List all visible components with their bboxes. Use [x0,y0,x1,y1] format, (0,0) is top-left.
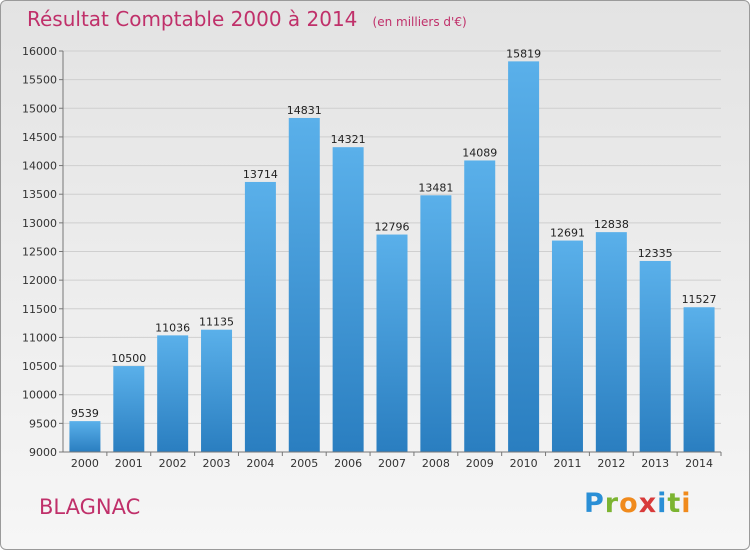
y-tick-label: 13000 [22,217,57,230]
data-label: 12796 [375,221,410,234]
bar [551,240,583,452]
chart-subtitle: (en milliers d'€) [372,15,467,29]
x-tick-label: 2004 [246,457,274,470]
x-tick-label: 2003 [203,457,231,470]
x-tick-label: 2000 [71,457,99,470]
y-tick-label: 12000 [22,274,57,287]
bar [69,421,101,452]
bar [376,234,408,452]
y-tick-label: 14500 [22,131,57,144]
chart-title-group: Résultat Comptable 2000 à 2014 (en milli… [27,7,467,31]
x-tick-label: 2006 [334,457,362,470]
data-label: 11527 [682,293,717,306]
y-tick-label: 11000 [22,331,57,344]
x-tick-label: 2002 [159,457,187,470]
logo-letter: P [584,488,605,519]
data-label: 14321 [331,133,366,146]
logo-letter: i [657,488,668,519]
bar [244,181,276,452]
data-label: 11036 [155,321,190,334]
logo-letter: t [667,488,682,519]
bar [113,366,145,452]
logo-letter: x [638,488,658,519]
y-tick-label: 16000 [22,45,57,58]
y-tick-label: 9000 [29,446,57,459]
y-tick-label: 10000 [22,389,57,402]
y-tick-label: 10500 [22,360,57,373]
chart-title: Résultat Comptable 2000 à 2014 [27,7,358,31]
x-tick-label: 2008 [422,457,450,470]
x-tick-label: 2005 [290,457,318,470]
data-label: 14089 [462,146,497,159]
logo-letter: i [681,488,692,519]
data-label: 13481 [418,181,453,194]
bar [639,260,671,452]
y-tick-label: 11500 [22,303,57,316]
data-label: 12691 [550,227,585,240]
bar [508,61,540,452]
bar [288,117,320,452]
y-tick-label: 15500 [22,74,57,87]
bar [595,232,627,452]
data-label: 13714 [243,168,278,181]
data-label: 11135 [199,316,234,329]
y-tick-label: 14000 [22,160,57,173]
bar [420,195,452,452]
x-tick-label: 2013 [641,457,669,470]
x-tick-label: 2010 [510,457,538,470]
x-tick-label: 2007 [378,457,406,470]
bar [683,307,715,452]
data-label: 14831 [287,104,322,117]
data-label: 12838 [594,218,629,231]
bar [332,147,364,452]
x-tick-label: 2011 [553,457,581,470]
y-tick-label: 9500 [29,417,57,430]
x-tick-label: 2009 [466,457,494,470]
logo-letter: o [619,488,639,519]
data-label: 9539 [71,407,99,420]
logo-letter: r [604,488,620,519]
x-tick-label: 2012 [597,457,625,470]
data-label: 15819 [506,47,541,60]
data-label: 10500 [111,352,146,365]
place-name: BLAGNAC [39,495,141,519]
bar [201,329,233,452]
x-tick-label: 2014 [685,457,713,470]
y-tick-label: 13500 [22,188,57,201]
proxiti-logo: Proxiti [584,488,692,519]
y-tick-label: 15000 [22,102,57,115]
bar [464,160,496,452]
x-tick-label: 2001 [115,457,143,470]
y-tick-label: 12500 [22,246,57,259]
data-label: 12335 [638,247,673,260]
bar [157,335,189,452]
